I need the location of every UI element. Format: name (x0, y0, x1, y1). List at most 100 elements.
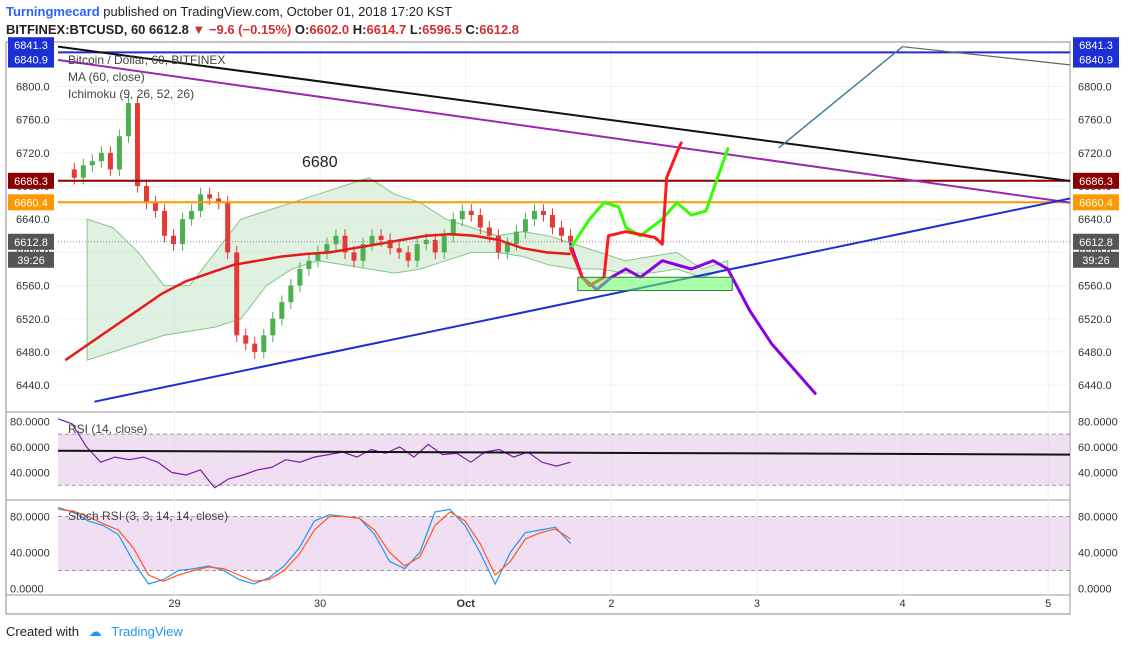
stoch-k-line[interactable] (57, 506, 572, 586)
trendline-black[interactable] (58, 45, 1070, 183)
ichimoku-cloud (86, 177, 729, 361)
price-tag-left (8, 172, 54, 189)
drawings (58, 45, 1070, 403)
price-tag-left-label: 6612.8 (14, 237, 48, 249)
candle-body (270, 318, 276, 336)
candle-body (180, 219, 186, 245)
candle-body (279, 302, 285, 319)
legend-ma[interactable]: MA (60, close) (68, 70, 145, 84)
candle-body (342, 235, 348, 253)
legend-stoch-rsi[interactable]: Stoch RSI (3, 3, 14, 14, close) (68, 509, 228, 523)
candle-body (189, 210, 195, 220)
candle-body (450, 219, 456, 236)
candle-body (171, 235, 177, 245)
tradingview-logo-icon[interactable]: ☁ (88, 624, 102, 639)
y-tick-left: 6720.0 (16, 148, 50, 160)
candle-body (153, 202, 159, 211)
price-tag-left (8, 51, 54, 68)
candle-body (143, 186, 149, 203)
price-change: ▼ −9.6 (−0.15%) (192, 22, 292, 37)
candle-body (369, 235, 375, 245)
candle-body (162, 210, 168, 236)
y-tick-left: 6560.0 (16, 281, 50, 293)
price-tag-left (8, 194, 54, 211)
candle-body (351, 252, 357, 261)
candle-body (559, 227, 565, 236)
x-tick-label: 4 (899, 598, 905, 610)
stoch-d-line[interactable] (57, 508, 571, 582)
x-tick-label: Oct (457, 598, 476, 610)
stoch-band (58, 516, 1070, 571)
author-name[interactable]: Turningmecard (6, 4, 100, 19)
price-tag-left-label: 6840.9 (14, 55, 48, 67)
price-tag-label: 6660.4 (1079, 197, 1113, 209)
ohlc-low-key: L: (409, 22, 423, 37)
y-tick-right: 6800.0 (1078, 81, 1112, 93)
countdown-label: 39:26 (17, 255, 45, 267)
candle-body (234, 252, 240, 336)
projection-line[interactable] (902, 46, 1070, 66)
price-tag (1073, 194, 1119, 211)
y-tick-right: 6560.0 (1078, 281, 1112, 293)
y-tick-left: 6520.0 (16, 314, 50, 326)
stoch-y-tick-right: 0.0000 (1078, 584, 1112, 596)
indicator-panes: 80.0000 80.0000 60.0000 60.0000 40.0000 40.00… (10, 416, 1118, 595)
axes: 6800.0 6800.0 6760.0 6760.0 6720.0 6720.0 6680… (8, 37, 1119, 610)
rsi-y-tick: 40.0000 (10, 467, 50, 479)
stoch-y-tick: 80.0000 (10, 512, 50, 524)
price-tag (1073, 37, 1119, 54)
countdown-tag (1073, 251, 1119, 268)
candle-body (396, 248, 402, 253)
candle-body (441, 235, 447, 253)
price-tag-left (8, 233, 54, 250)
candle-body (71, 169, 77, 178)
candle-body (125, 103, 131, 137)
stoch-y-tick: 0.0000 (10, 584, 44, 596)
price-tag-left-label: 6660.4 (14, 197, 48, 209)
ma-60-line[interactable] (64, 232, 571, 362)
projection-arrow[interactable] (778, 46, 904, 149)
scenario-bullish-green[interactable] (569, 147, 730, 250)
candle-body (405, 252, 411, 261)
candle-body (432, 239, 438, 253)
y-tick-left: 6640.0 (16, 214, 50, 226)
publish-line: published on TradingView.com, October 01… (103, 4, 453, 19)
rsi-y-tick: 60.0000 (10, 442, 50, 454)
price-tag-label: 6612.8 (1079, 237, 1113, 249)
y-tick-right: 6760.0 (1078, 115, 1112, 127)
candle-body (333, 235, 339, 245)
legend-title[interactable]: Bitcoin / Dollar, 60, BITFINEX (68, 53, 225, 67)
tradingview-link[interactable]: TradingView (111, 624, 183, 639)
legend-ichimoku[interactable]: Ichimoku (9, 26, 52, 26) (68, 87, 194, 101)
candle-body (550, 215, 556, 228)
candle-body (315, 252, 321, 261)
rsi-trendline[interactable] (57, 449, 1071, 456)
trendline-purple[interactable] (58, 58, 1070, 204)
x-tick-label: 5 (1045, 598, 1051, 610)
y-tick-left: 6800.0 (16, 81, 50, 93)
ohlc-open: 6602.0 (309, 22, 350, 37)
chart-area[interactable]: 6800.0 6800.0 6760.0 6760.0 6720.0 6720.0 6680… (0, 0, 1129, 620)
support-zone-box[interactable] (577, 276, 733, 292)
publish-info: Turningmecard published on TradingView.c… (6, 4, 452, 19)
trendline-blue[interactable] (94, 197, 1070, 403)
price-tag-label: 6841.3 (1079, 40, 1113, 52)
rsi-y-tick: 80.0000 (10, 416, 50, 428)
ohlc-high: 6614.7 (366, 22, 407, 37)
countdown-label: 39:26 (1082, 255, 1110, 267)
candle-body (324, 244, 330, 253)
price-tag-left (8, 37, 54, 54)
price-tag (1073, 233, 1119, 250)
candle-body (216, 198, 222, 203)
x-tick-label: 2 (608, 598, 614, 610)
candle-body (89, 161, 95, 166)
countdown-tag (8, 251, 54, 268)
ohlc-low: 6596.5 (422, 22, 462, 37)
legend-rsi[interactable]: RSI (14, close) (68, 422, 147, 436)
symbol[interactable]: BITFINEX:BTCUSD, 60 (6, 22, 146, 37)
candle-body (486, 227, 492, 236)
stoch-y-tick-right: 80.0000 (1078, 512, 1118, 524)
x-tick-label: 29 (168, 598, 180, 610)
footer: Created with ☁ TradingView (6, 624, 183, 640)
candle-body (80, 165, 86, 178)
